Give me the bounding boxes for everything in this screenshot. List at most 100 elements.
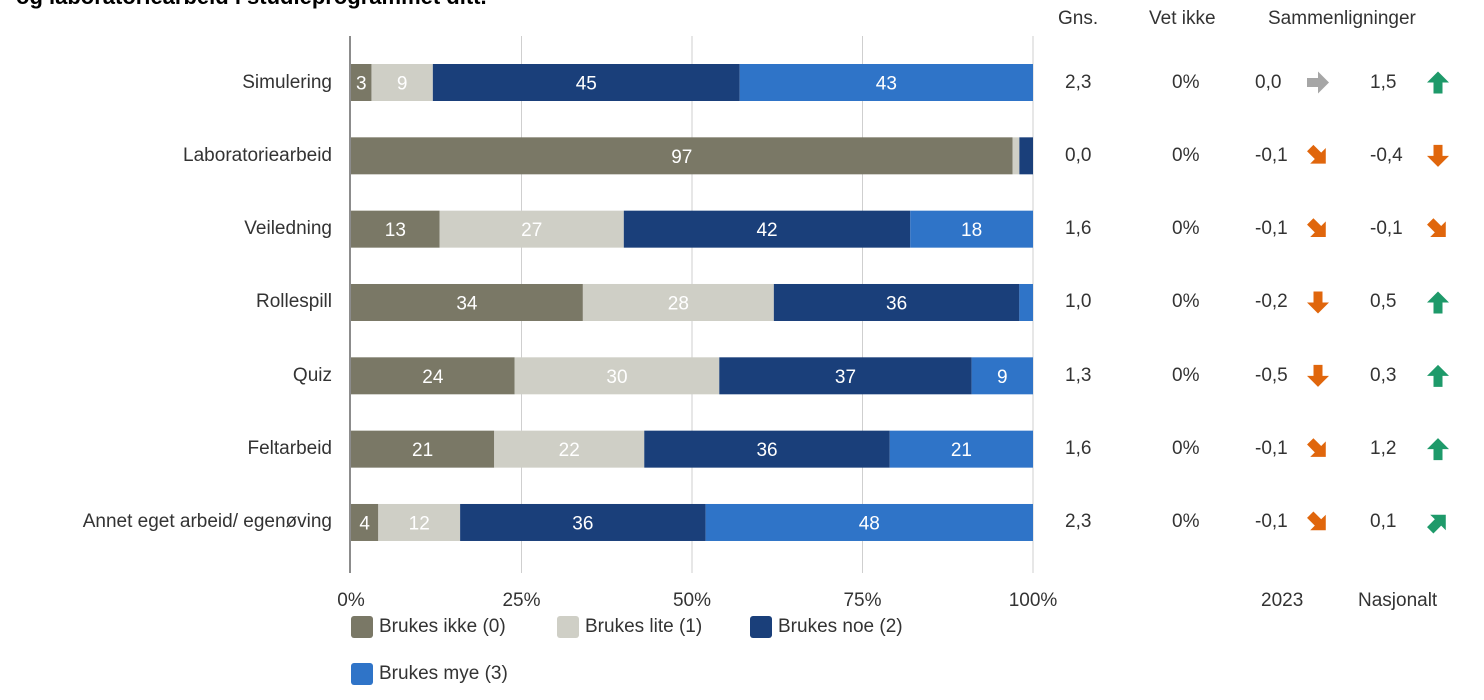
compare-national-value: 0,5	[1370, 291, 1397, 313]
vet-ikke-value: 0%	[1172, 364, 1200, 386]
bar-segment	[351, 210, 440, 248]
bar-data-label: 30	[606, 367, 627, 388]
gns-value: 0,0	[1065, 144, 1092, 166]
bar-data-label: 36	[756, 440, 777, 461]
chart-title: og laboratoriearbeid i studieprogrammet …	[16, 0, 487, 10]
bar-segment	[439, 210, 624, 248]
x-tick-label: 0%	[337, 590, 365, 611]
compare-2023-value: -0,1	[1255, 218, 1288, 240]
compare-national-value: 1,5	[1370, 71, 1397, 93]
arrow-shape	[1427, 291, 1449, 314]
gns-value: 1,6	[1065, 218, 1092, 240]
legend-swatch	[351, 616, 373, 638]
bar-data-label: 43	[876, 74, 897, 95]
trend-arrow-down-icon	[1307, 291, 1329, 314]
bar-segment	[351, 283, 583, 321]
bar-data-label: 4	[359, 513, 370, 534]
category-label: Laboratoriearbeid	[183, 144, 332, 166]
compare-national-value: 0,3	[1370, 364, 1397, 386]
vet-ikke-value: 0%	[1172, 291, 1200, 313]
bar-segment	[739, 64, 1033, 101]
category-label: Annet eget arbeid/ egenøving	[82, 511, 332, 533]
header-vet-ikke: Vet ikke	[1149, 8, 1216, 29]
arrow-shape	[1427, 218, 1446, 237]
legend-label: Brukes lite (1)	[585, 616, 703, 637]
trend-arrow-down-right-icon	[1427, 218, 1446, 237]
bar-data-label: 3	[356, 74, 367, 95]
trend-arrow-up-icon	[1427, 364, 1449, 387]
x-tick-label: 75%	[843, 590, 882, 611]
bar-segment	[623, 210, 911, 248]
bar-segment	[1019, 283, 1033, 321]
category-label: Veiledning	[244, 218, 332, 240]
bar-data-label: 13	[385, 220, 406, 241]
bar-segment	[494, 430, 645, 468]
bar-data-label: 18	[961, 220, 982, 241]
bar-data-label: 36	[886, 293, 907, 314]
bar-data-label: 34	[456, 293, 478, 314]
trend-arrow-up-icon	[1427, 71, 1449, 94]
legend-item: Brukes ikke (0)	[351, 616, 506, 638]
arrow-shape	[1427, 364, 1449, 387]
arrow-shape	[1307, 364, 1329, 387]
x-tick-label: 100%	[1008, 590, 1058, 611]
arrow-shape	[1427, 514, 1446, 534]
bar-data-label: 22	[559, 440, 580, 461]
vet-ikke-value: 0%	[1172, 438, 1200, 460]
legend-item: Brukes lite (1)	[557, 616, 702, 638]
bar-segment	[719, 357, 972, 395]
footer-nasjonalt: Nasjonalt	[1358, 590, 1438, 611]
bar-data-label: 21	[951, 440, 972, 461]
gns-value: 1,3	[1065, 364, 1092, 386]
bar-data-label: 21	[412, 440, 433, 461]
compare-national-value: -0,1	[1370, 218, 1403, 240]
bar-data-label: 42	[756, 220, 777, 241]
gns-value: 1,0	[1065, 291, 1092, 313]
trend-arrow-down-right-icon	[1307, 144, 1326, 164]
vet-ikke-value: 0%	[1172, 71, 1200, 93]
trend-arrow-down-right-icon	[1307, 511, 1326, 531]
category-label: Quiz	[292, 364, 332, 386]
legend-label: Brukes ikke (0)	[379, 616, 506, 637]
bar-data-label: 28	[668, 293, 689, 314]
legend-item: Brukes mye (3)	[351, 663, 508, 685]
bar-segment	[351, 64, 372, 101]
compare-2023-value: -0,1	[1255, 511, 1288, 533]
vet-ikke-value: 0%	[1172, 144, 1200, 166]
trend-arrow-up-icon	[1427, 291, 1449, 314]
bar-data-label: 9	[997, 367, 1008, 388]
bar-data-label: 27	[521, 220, 542, 241]
bar-data-label: 12	[409, 513, 430, 534]
gns-value: 2,3	[1065, 71, 1092, 93]
arrow-shape	[1427, 144, 1449, 167]
trend-arrow-up-icon	[1427, 438, 1449, 461]
arrow-shape	[1307, 291, 1329, 314]
trend-arrow-down-icon	[1427, 144, 1449, 167]
arrow-shape	[1307, 144, 1326, 164]
bar-segment	[582, 283, 774, 321]
footer-2023: 2023	[1261, 590, 1304, 611]
header-gns: Gns.	[1058, 8, 1099, 29]
compare-2023-value: 0,0	[1255, 71, 1282, 93]
bar-segment	[432, 64, 740, 101]
header-sammenligninger: Sammenligninger	[1268, 8, 1416, 29]
bar-segment	[705, 503, 1033, 541]
bar-data-label: 48	[859, 513, 880, 534]
category-label: Feltarbeid	[247, 438, 333, 460]
legend-item: Brukes noe (2)	[750, 616, 903, 638]
bar-segment	[351, 137, 1013, 175]
bar-data-label: 45	[576, 74, 597, 95]
bar-segment	[910, 210, 1033, 248]
bar-data-label: 97	[671, 147, 692, 168]
bar-segment	[460, 503, 706, 541]
bar-segment	[351, 503, 379, 541]
trend-arrow-down-right-icon	[1307, 438, 1326, 457]
arrow-shape	[1307, 438, 1326, 457]
bar-segment	[1019, 137, 1033, 175]
compare-national-value: -0,4	[1370, 144, 1403, 166]
bar-segment	[1012, 137, 1020, 175]
arrow-shape	[1307, 511, 1326, 531]
legend-swatch	[557, 616, 579, 638]
category-label: Simulering	[242, 71, 332, 93]
